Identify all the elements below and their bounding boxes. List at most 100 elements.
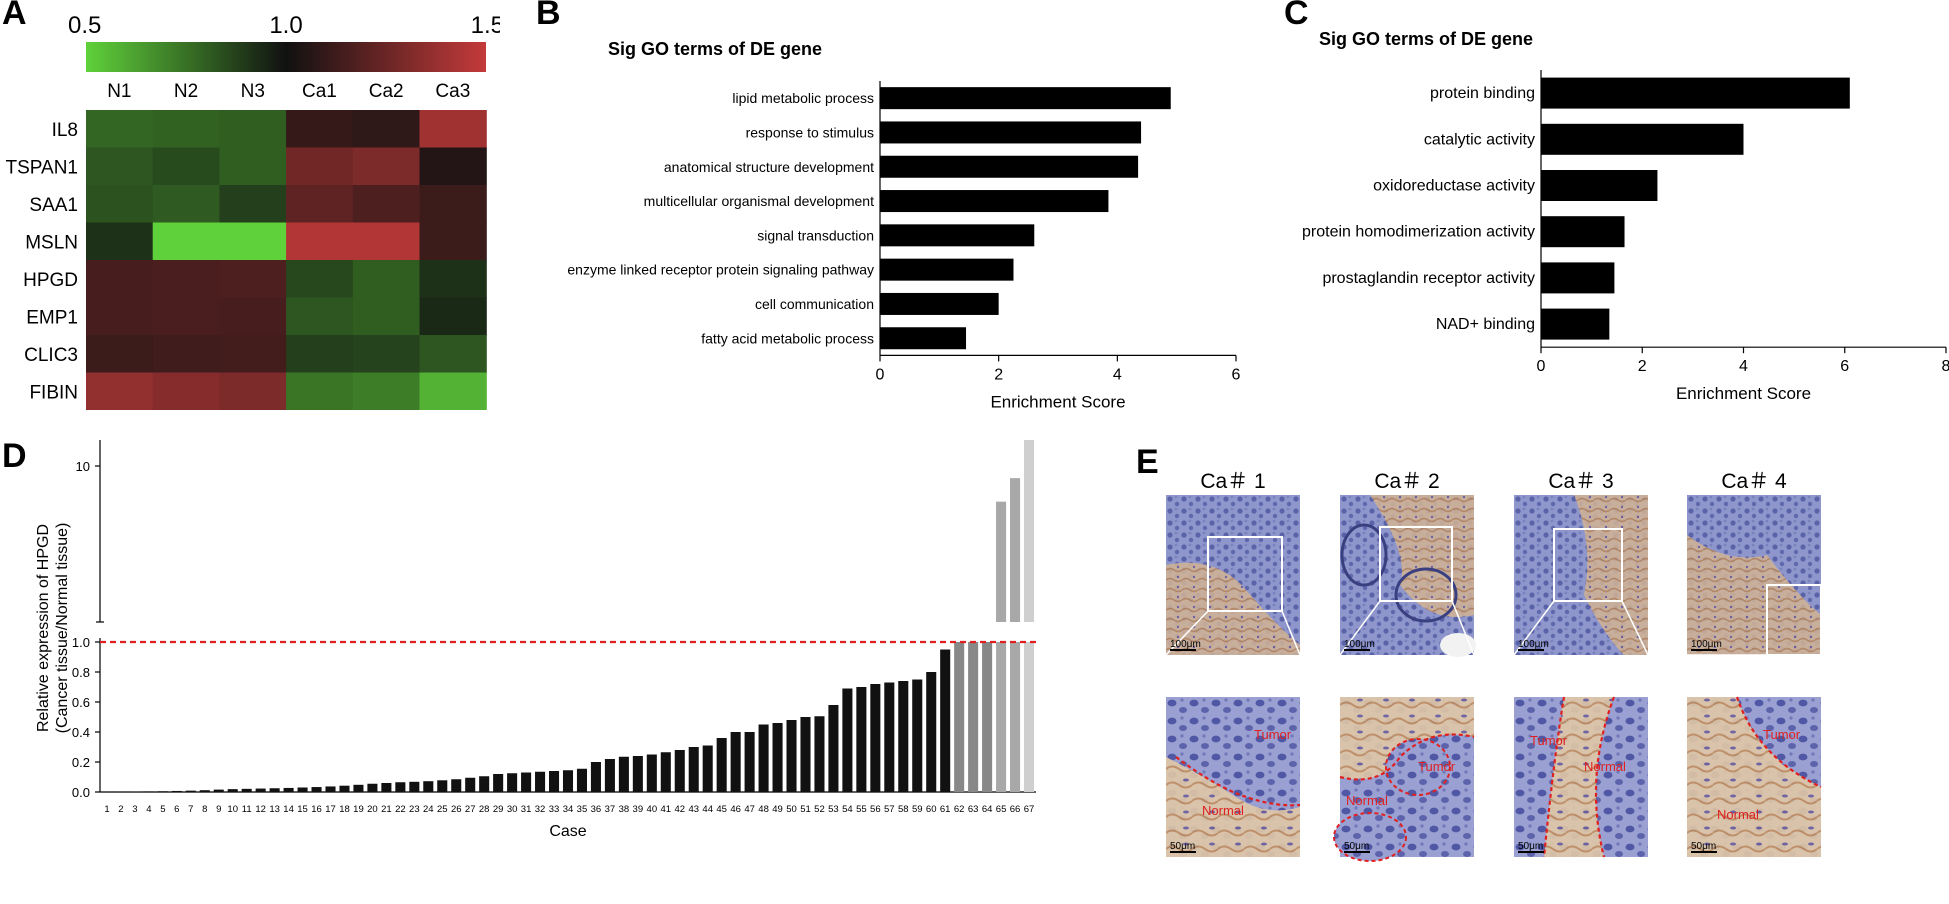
bar-category-label: multicellular organismal development bbox=[644, 193, 874, 209]
tumor-nest bbox=[1334, 813, 1406, 861]
bar-category-label: lipid metabolic process bbox=[732, 90, 874, 106]
tumor-label: Tumor bbox=[1418, 759, 1456, 774]
heatmap-row-label: FIBIN bbox=[29, 382, 78, 403]
case-bar bbox=[940, 650, 950, 793]
heatmap-cell bbox=[86, 148, 153, 186]
case-tick-label: 54 bbox=[842, 804, 853, 815]
bar bbox=[880, 121, 1141, 143]
scale-bar-label: 100μm bbox=[1518, 639, 1549, 650]
case-tick-label: 17 bbox=[325, 804, 336, 815]
case-bar bbox=[912, 680, 922, 793]
bar bbox=[880, 156, 1138, 178]
case-tick-label: 49 bbox=[772, 804, 783, 815]
bar-category-label: cell communication bbox=[755, 296, 874, 312]
case-bar bbox=[158, 791, 168, 792]
scale-bar-label: 50μm bbox=[1344, 841, 1369, 852]
case-tick-label: 38 bbox=[619, 804, 630, 815]
ihc-figure: Ca＃ 1Ca＃ 2Ca＃ 3Ca＃ 4HPGDEnlarged100μmTum… bbox=[1160, 450, 1949, 899]
heatmap-cell bbox=[286, 373, 353, 411]
case-tick-label: 14 bbox=[283, 804, 294, 815]
case-tick-label: 35 bbox=[577, 804, 588, 815]
tumor-label: Tumor bbox=[1530, 733, 1568, 748]
case-tick-label: 62 bbox=[954, 804, 965, 815]
case-bar bbox=[745, 732, 755, 792]
case-tick-label: 21 bbox=[381, 804, 392, 815]
color-scale-label: 1.5 bbox=[471, 12, 500, 39]
heatmap-cell bbox=[420, 110, 487, 148]
heatmap-cell bbox=[353, 185, 420, 223]
bar bbox=[1541, 170, 1657, 201]
ihc-top-image: 100μm bbox=[1340, 495, 1476, 657]
case-bar bbox=[898, 681, 908, 792]
heatmap-cell bbox=[153, 373, 220, 411]
case-tick-label: 13 bbox=[269, 804, 280, 815]
y-tick-label: 0.2 bbox=[72, 755, 90, 770]
color-scale-label: 1.0 bbox=[269, 12, 302, 39]
case-bar bbox=[786, 720, 796, 792]
case-bar bbox=[312, 787, 322, 792]
heatmap-cell bbox=[286, 110, 353, 148]
case-tick-label: 33 bbox=[549, 804, 560, 815]
x-tick-label: 0 bbox=[876, 366, 885, 383]
bar bbox=[1541, 124, 1744, 155]
case-tick-label: 42 bbox=[674, 804, 685, 815]
bar-category-label: anatomical structure development bbox=[664, 159, 874, 175]
case-bar bbox=[591, 762, 601, 792]
case-tick-label: 30 bbox=[507, 804, 518, 815]
x-axis-title: Case bbox=[549, 823, 586, 840]
bar-category-label: catalytic activity bbox=[1424, 131, 1535, 148]
heatmap-cell bbox=[219, 298, 286, 336]
heatmap-cell bbox=[286, 223, 353, 261]
case-bar bbox=[759, 725, 769, 793]
heatmap-cell bbox=[353, 260, 420, 298]
case-tick-label: 27 bbox=[465, 804, 476, 815]
case-bar bbox=[381, 783, 391, 792]
case-tick-label: 37 bbox=[605, 804, 616, 815]
case-tick-label: 51 bbox=[800, 804, 811, 815]
case-tick-label: 23 bbox=[409, 804, 420, 815]
case-header: Ca＃ 4 bbox=[1721, 470, 1787, 493]
case-bar bbox=[298, 788, 308, 793]
normal-label: Normal bbox=[1584, 759, 1626, 774]
x-tick-label: 4 bbox=[1739, 358, 1748, 375]
case-header: Ca＃ 3 bbox=[1548, 470, 1613, 493]
case-bar bbox=[1010, 642, 1020, 792]
heatmap-cell bbox=[153, 223, 220, 261]
bar-category-label: signal transduction bbox=[757, 227, 874, 243]
case-bar bbox=[200, 790, 210, 792]
case-bar bbox=[968, 642, 978, 792]
heatmap-cell bbox=[420, 260, 487, 298]
case-tick-label: 18 bbox=[339, 804, 350, 815]
case-tick-label: 25 bbox=[437, 804, 448, 815]
case-bar bbox=[842, 689, 852, 793]
tumor-label: Tumor bbox=[1254, 727, 1292, 742]
case-tick-label: 45 bbox=[716, 804, 727, 815]
heatmap-cell bbox=[286, 148, 353, 186]
bar bbox=[880, 293, 999, 315]
x-tick-label: 6 bbox=[1840, 358, 1849, 375]
heatmap-cell bbox=[219, 373, 286, 411]
scale-bar-label: 100μm bbox=[1170, 639, 1201, 650]
case-bar bbox=[856, 687, 866, 792]
x-axis-title: Enrichment Score bbox=[1676, 384, 1811, 403]
case-bar bbox=[228, 789, 238, 792]
case-bar bbox=[479, 776, 489, 792]
heatmap-cell bbox=[353, 373, 420, 411]
case-tick-label: 57 bbox=[884, 804, 895, 815]
case-tick-label: 66 bbox=[1010, 804, 1021, 815]
case-tick-label: 2 bbox=[118, 804, 123, 815]
case-bar bbox=[633, 756, 643, 792]
case-bar bbox=[353, 785, 363, 792]
hpgd-expression-chart-d: 0.00.20.40.60.81.01020301234567891011121… bbox=[0, 440, 1120, 899]
case-bar bbox=[367, 784, 377, 792]
case-tick-label: 5 bbox=[160, 804, 165, 815]
case-bar bbox=[800, 717, 810, 792]
y-tick-label: 0.0 bbox=[72, 785, 90, 800]
x-tick-label: 2 bbox=[994, 366, 1003, 383]
case-tick-label: 9 bbox=[216, 804, 221, 815]
case-bar bbox=[521, 773, 531, 793]
case-tick-label: 52 bbox=[814, 804, 825, 815]
bar bbox=[1541, 216, 1625, 247]
y-tick-label: 0.4 bbox=[72, 725, 90, 740]
